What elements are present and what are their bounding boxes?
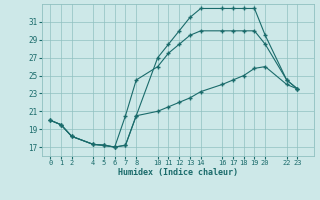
X-axis label: Humidex (Indice chaleur): Humidex (Indice chaleur) <box>118 168 237 177</box>
